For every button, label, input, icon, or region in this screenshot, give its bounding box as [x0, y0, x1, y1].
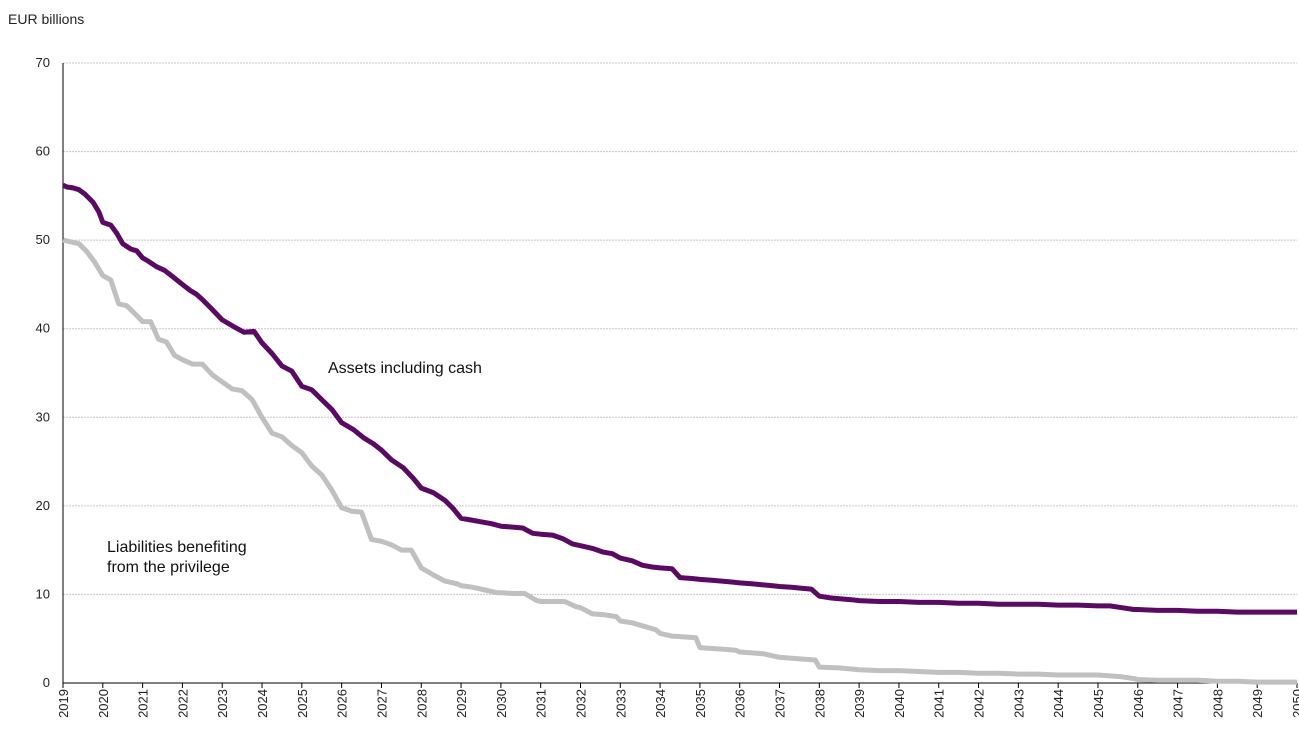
x-tick-label: 2024: [255, 689, 270, 718]
x-tick-label: 2031: [534, 689, 549, 718]
x-tick-label: 2039: [852, 689, 867, 718]
y-tick-label: 20: [36, 498, 50, 513]
x-tick-label: 2038: [812, 689, 827, 718]
x-tick-label: 2046: [1131, 689, 1146, 718]
x-tick-label: 2030: [494, 689, 509, 718]
x-tick-label: 2050: [1290, 689, 1299, 718]
x-tick-label: 2043: [1011, 689, 1026, 718]
x-tick-label: 2042: [972, 689, 987, 718]
x-tick-label: 2049: [1250, 689, 1265, 718]
y-tick-label: 10: [36, 586, 50, 601]
y-tick-label: 30: [36, 409, 50, 424]
series-line: [61, 182, 1297, 615]
y-tick-label: 0: [43, 675, 50, 690]
x-tick-label: 2020: [96, 689, 111, 718]
x-tick-label: 2040: [892, 689, 907, 718]
y-tick-label: 60: [36, 144, 50, 159]
y-tick-label: 50: [36, 232, 50, 247]
x-tick-label: 2048: [1210, 689, 1225, 718]
x-tick-label: 2047: [1171, 689, 1186, 718]
y-tick-label: 70: [36, 55, 50, 70]
x-tick-label: 2029: [454, 689, 469, 718]
x-tick-label: 2021: [136, 689, 151, 718]
x-tick-label: 2032: [573, 689, 588, 718]
x-tick-label: 2045: [1091, 689, 1106, 718]
series-annotations: Assets including cash Liabilities benefit…: [107, 360, 482, 576]
x-tick-label: 2037: [773, 689, 788, 718]
y-axis-unit-label: EUR billions: [8, 11, 84, 27]
x-tick-label: 2022: [175, 689, 190, 718]
x-tick-label: 2044: [1051, 689, 1066, 718]
x-tick-label: 2036: [733, 689, 748, 718]
x-tick-label: 2041: [932, 689, 947, 718]
y-tick-label: 40: [36, 321, 50, 336]
series-label: from the privilege: [107, 559, 230, 576]
series-label: Assets including cash: [328, 360, 482, 377]
x-tick-label: 2035: [693, 689, 708, 718]
x-tick-label: 2025: [295, 689, 310, 718]
y-axis: 0 10 20 30 40 50 60 70: [36, 55, 64, 690]
x-tick-label: 2033: [613, 689, 628, 718]
series-line: [62, 237, 1297, 685]
x-tick-label: 2028: [414, 689, 429, 718]
x-tick-label: 2034: [653, 689, 668, 718]
series-group: [61, 182, 1297, 685]
gridlines: [63, 62, 1297, 595]
x-tick-label: 2026: [335, 689, 350, 718]
x-tick-label: 2019: [56, 689, 71, 718]
x-tick-label: 2027: [374, 689, 389, 718]
x-tick-label: 2023: [215, 689, 230, 718]
series-label: Liabilities benefiting: [107, 539, 247, 556]
x-axis: 2019 2020 2021 2022 2023 2024 2025 2026 2027 2028…: [56, 682, 1299, 718]
